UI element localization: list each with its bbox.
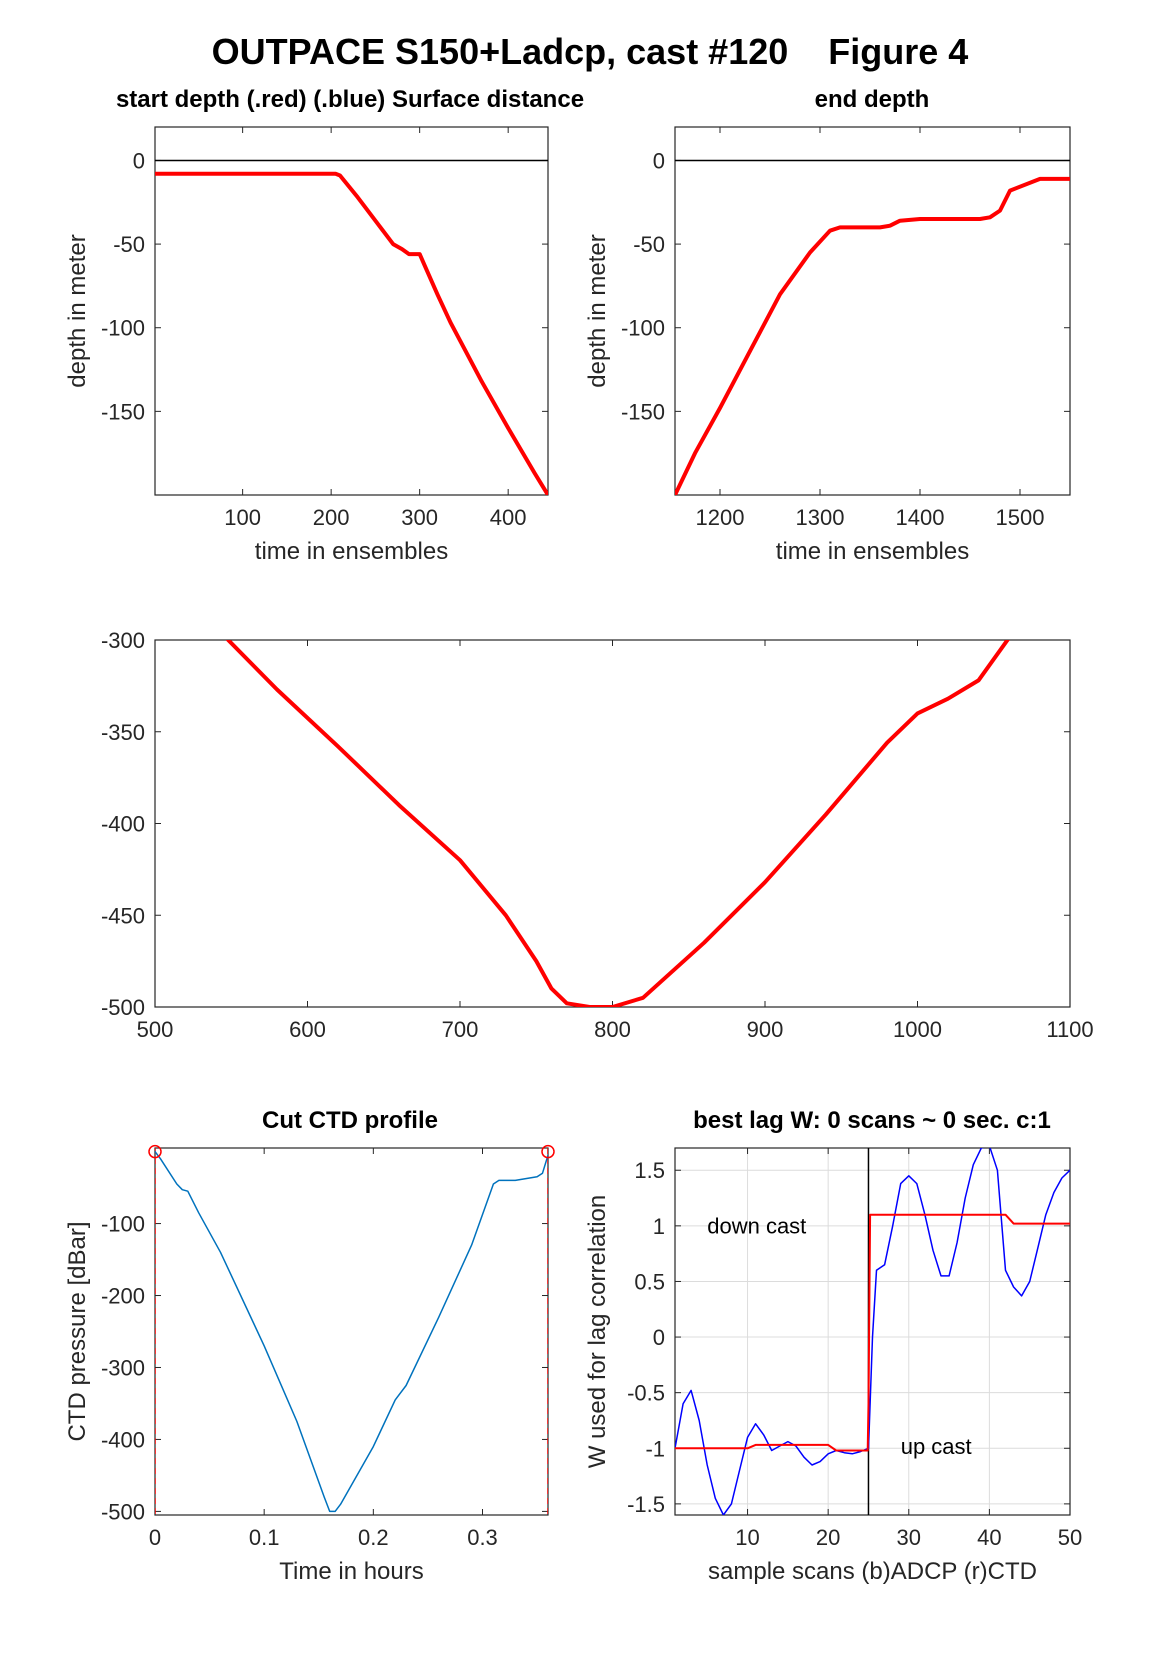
y-tick-label: 0: [133, 148, 145, 173]
plot-area: [226, 640, 1010, 1007]
figure-title: OUTPACE S150+Ladcp, cast #120 Figure 4: [212, 31, 969, 72]
plot-area: [155, 159, 548, 495]
y-tick-label: -500: [101, 995, 145, 1020]
x-tick-label: 900: [747, 1017, 784, 1042]
chart-title: best lag W: 0 scans ~ 0 sec. c:1: [693, 1107, 1051, 1134]
y-tick-label: -50: [633, 232, 665, 257]
x-tick-label: 30: [897, 1525, 921, 1550]
x-tick-label: 500: [137, 1017, 174, 1042]
x-tick-label: 1000: [893, 1017, 942, 1042]
chart-end: 1200 1300 1400 1500 0 -50 -100 -150 end depth tim…: [584, 86, 1071, 565]
plot-area: [155, 1148, 548, 1515]
chart-middle: 500 600 700 800 900 1000 1100 -300 -350 -400 -450 -…: [101, 628, 1094, 1042]
axes-box: [674, 126, 1071, 496]
x-tick-label: 0: [149, 1525, 161, 1550]
y-tick-label: -400: [101, 812, 145, 837]
series-line-0: [226, 640, 1010, 1007]
x-tick-label: 1200: [696, 505, 745, 530]
plot-area: [675, 159, 1070, 495]
x-axis-label: sample scans (b)ADCP (r)CTD: [708, 1558, 1037, 1585]
y-tick-label: -0.5: [627, 1381, 665, 1406]
x-tick-label: 1100: [1046, 1017, 1093, 1042]
annotation: down cast: [707, 1214, 806, 1239]
y-tick-label: -300: [101, 628, 145, 653]
x-axis-label: time in ensembles: [776, 538, 969, 565]
x-axis-label: Time in hours: [279, 1558, 424, 1585]
y-axis-label: CTD pressure [dBar]: [64, 1221, 91, 1441]
x-tick-label: 0.2: [358, 1525, 389, 1550]
cut-marker: [541, 1144, 555, 1159]
axes-box: [154, 126, 549, 496]
y-tick-label: -100: [621, 316, 665, 341]
series-line-1: [675, 1213, 1070, 1452]
series-line-0: [155, 171, 548, 495]
plot-area: [675, 1148, 1070, 1515]
x-tick-label: 10: [735, 1525, 759, 1550]
y-tick-label: -50: [113, 232, 145, 257]
y-tick-label: -150: [621, 399, 665, 424]
x-axis-label: time in ensembles: [255, 538, 448, 565]
y-tick-label: 0: [653, 148, 665, 173]
x-tick-label: 50: [1058, 1525, 1082, 1550]
cut-marker: [148, 1144, 162, 1159]
y-tick-label: -150: [101, 399, 145, 424]
x-tick-label: 200: [313, 505, 350, 530]
annotation: up cast: [901, 1434, 972, 1459]
chart-start: 100 200 300 400 0 -50 -100 -150 start depth (.re…: [64, 86, 584, 565]
series-line-0: [675, 1148, 1070, 1515]
x-tick-label: 0.1: [249, 1525, 280, 1550]
x-tick-label: 300: [401, 505, 438, 530]
y-tick-label: -400: [101, 1427, 145, 1452]
x-tick-label: 1400: [896, 505, 945, 530]
x-tick-label: 400: [490, 505, 527, 530]
y-tick-label: -300: [101, 1355, 145, 1380]
axes-box: [674, 1147, 1071, 1516]
y-tick-label: 1: [653, 1214, 665, 1239]
axes-box: [154, 639, 1071, 1008]
x-tick-label: 20: [816, 1525, 840, 1550]
x-tick-label: 1500: [996, 505, 1045, 530]
y-tick-label: -100: [101, 316, 145, 341]
y-axis-label: depth in meter: [64, 234, 91, 387]
x-tick-label: 1300: [796, 505, 845, 530]
chart-title: Cut CTD profile: [262, 1107, 438, 1134]
axes-box: [154, 1147, 549, 1516]
series-line-0: [155, 1150, 548, 1513]
y-tick-label: 0.5: [634, 1269, 665, 1294]
y-tick-label: -500: [101, 1499, 145, 1524]
y-axis-label: depth in meter: [584, 234, 611, 387]
y-tick-label: -200: [101, 1284, 145, 1309]
x-tick-label: 100: [224, 505, 261, 530]
y-tick-label: 0: [653, 1325, 665, 1350]
x-tick-label: 700: [442, 1017, 479, 1042]
x-tick-label: 800: [594, 1017, 631, 1042]
y-tick-label: -100: [101, 1212, 145, 1237]
chart-title: end depth: [815, 86, 930, 113]
chart-title: start depth (.red) (.blue) Surface dista…: [116, 86, 584, 113]
series-line-0: [675, 176, 1070, 495]
chart-ctd: 0 0.1 0.2 0.3 -100 -200 -300 -400 -500 Cut CTD pr…: [64, 1107, 555, 1585]
y-tick-label: -1.5: [627, 1492, 665, 1517]
y-tick-label: -350: [101, 720, 145, 745]
y-tick-label: 1.5: [634, 1158, 665, 1183]
y-tick-label: -450: [101, 903, 145, 928]
x-tick-label: 0.3: [467, 1525, 498, 1550]
x-tick-label: 600: [289, 1017, 326, 1042]
y-axis-label: W used for lag correlation: [584, 1195, 611, 1468]
x-tick-label: 40: [977, 1525, 1001, 1550]
y-tick-label: -1: [645, 1436, 665, 1461]
chart-lag: 10 20 30 40 50 1.5 1 0.5 0 -0.5 -1 -1.5 down cast up …: [584, 1107, 1082, 1585]
